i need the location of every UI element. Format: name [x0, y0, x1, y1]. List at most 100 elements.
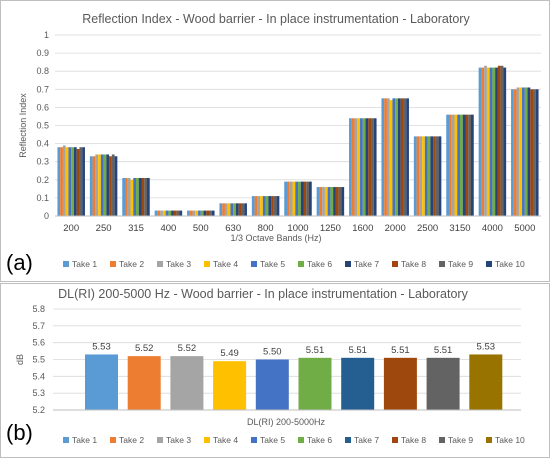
legend-label: Take 9 — [448, 435, 473, 445]
y-tick-label: 0 — [44, 211, 49, 221]
bar-1250-take-9 — [338, 187, 342, 216]
legend-swatch — [157, 437, 163, 443]
y-tick-label: 5.7 — [32, 321, 45, 331]
y-tick-label: 5.6 — [32, 338, 45, 348]
bar-1600-take-1 — [349, 118, 352, 216]
legend-label: Take 1 — [72, 435, 97, 445]
bar-1250-take-3 — [322, 187, 325, 216]
bar-200-take-6 — [71, 147, 74, 216]
bar-500-take-1 — [187, 210, 190, 216]
bar-250-take-2 — [92, 156, 96, 216]
x-tick-label: 2500 — [417, 223, 438, 234]
bar-315-take-4 — [130, 179, 134, 216]
legend-swatch — [110, 261, 116, 267]
bar-250-take-1 — [89, 156, 93, 216]
bar-2500-take-10 — [438, 136, 442, 216]
y-tick-label: 0.3 — [36, 157, 49, 167]
bar-2500-take-2 — [416, 136, 420, 216]
y-tick-label: 0.1 — [36, 193, 49, 203]
bar-3150-take-2 — [449, 114, 452, 216]
legend-label: Take 8 — [401, 259, 426, 269]
bar-1250-take-5 — [327, 187, 331, 216]
bar-take-3 — [170, 356, 204, 410]
x-tick-label: 1600 — [352, 223, 373, 234]
bar-3150-take-7 — [462, 114, 466, 216]
bar-200-take-10 — [82, 147, 85, 216]
bar-1600-take-7 — [365, 118, 369, 216]
y-tick-label: 5.5 — [32, 355, 45, 365]
bar-3150-take-4 — [454, 114, 458, 216]
bar-5000-take-3 — [516, 87, 520, 217]
bar-200-take-9 — [79, 147, 83, 216]
bar-500-take-5 — [198, 210, 201, 216]
bar-500-take-3 — [192, 210, 196, 216]
bar-3150-take-9 — [468, 114, 471, 216]
x-tick-label: 2000 — [385, 223, 406, 234]
bar-3150-take-1 — [446, 114, 449, 216]
bar-630-take-4 — [227, 203, 231, 216]
bar-1600-take-9 — [371, 118, 374, 216]
data-label: 5.53 — [477, 341, 496, 352]
bar-200-take-8 — [76, 149, 80, 216]
legend-swatch — [345, 437, 351, 443]
bar-1000-take-1 — [284, 181, 287, 216]
bar-1000-take-5 — [295, 181, 298, 216]
bar-630-take-1 — [219, 203, 223, 216]
bar-5000-take-2 — [513, 89, 517, 216]
bar-3150-take-3 — [451, 114, 455, 216]
y-tick-label: 5.2 — [32, 405, 45, 415]
bar-400-take-2 — [157, 210, 161, 216]
legend-label: Take 10 — [495, 259, 525, 269]
bar-800-take-9 — [273, 196, 277, 216]
legend-label: Take 1 — [72, 259, 97, 269]
bar-400-take-4 — [162, 210, 166, 216]
bar-800-take-1 — [251, 196, 255, 216]
y-tick-label: 0.9 — [36, 48, 49, 58]
bar-630-take-10 — [244, 203, 247, 216]
bar-315-take-8 — [141, 177, 145, 216]
bar-1250-take-1 — [316, 187, 320, 216]
data-label: 5.51 — [348, 345, 367, 356]
bar-2000-take-3 — [386, 98, 390, 216]
bar-take-1 — [85, 354, 118, 410]
legend-label: Take 8 — [401, 435, 426, 445]
legend-swatch — [439, 437, 445, 443]
bar-800-take-6 — [265, 196, 269, 216]
bar-315-take-10 — [147, 177, 150, 216]
bar-200-take-7 — [73, 147, 77, 216]
legend-swatch — [110, 437, 116, 443]
legend-label: Take 5 — [260, 259, 285, 269]
legend-swatch — [486, 437, 492, 443]
bar-take-9 — [426, 357, 460, 410]
legend-swatch — [251, 437, 257, 443]
legend-swatch — [204, 437, 210, 443]
bar-4000-take-6 — [492, 67, 496, 216]
bar-5000-take-1 — [511, 89, 514, 216]
x-axis-label: 1/3 Octave Bands (Hz) — [230, 233, 321, 243]
bar-5000-take-10 — [535, 89, 539, 216]
bar-1000-take-2 — [287, 181, 290, 216]
bar-3150-take-10 — [471, 114, 474, 216]
bar-take-2 — [127, 356, 161, 410]
bar-2000-take-10 — [406, 98, 409, 216]
y-tick-label: 0.5 — [36, 121, 49, 131]
chart-panel-a: Reflection Index - Wood barrier - In pla… — [0, 0, 550, 282]
bar-1250-take-2 — [319, 187, 323, 216]
bar-2500-take-5 — [424, 136, 428, 216]
legend-label: Take 3 — [166, 259, 191, 269]
bar-800-take-2 — [254, 196, 258, 216]
bar-315-take-7 — [138, 177, 142, 216]
bar-1600-take-10 — [373, 118, 377, 216]
bar-5000-take-4 — [519, 87, 523, 217]
legend-swatch — [204, 261, 210, 267]
legend-swatch — [392, 437, 398, 443]
legend-swatch — [63, 261, 69, 267]
legend-label: Take 9 — [448, 259, 473, 269]
y-tick-label: 0.7 — [36, 84, 49, 94]
legend-label: Take 7 — [354, 435, 379, 445]
bar-5000-take-9 — [533, 89, 536, 216]
y-tick-label: 1 — [44, 30, 49, 40]
bar-200-take-3 — [62, 145, 66, 216]
bar-5000-take-6 — [524, 87, 528, 217]
legend-swatch — [439, 261, 445, 267]
